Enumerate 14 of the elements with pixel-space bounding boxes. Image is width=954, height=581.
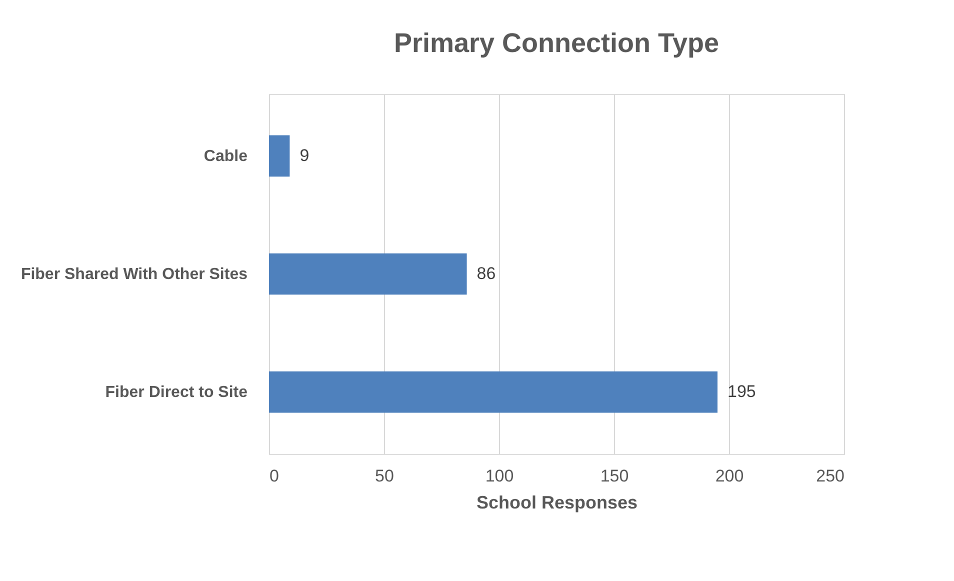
x-tick-label: 150 [600, 466, 629, 486]
x-tick-label: 50 [375, 466, 394, 486]
x-tick-label: 250 [816, 466, 844, 486]
x-tick-label: 100 [485, 466, 514, 486]
x-tick-label: 200 [715, 466, 744, 486]
y-tick-label: Fiber Shared With Other Sites [20, 266, 248, 283]
chart-title: Primary Connection Type [394, 28, 720, 58]
data-label: 86 [476, 264, 496, 283]
data-label: 195 [728, 382, 756, 402]
y-tick-label: Cable [204, 148, 248, 165]
data-label: 9 [300, 146, 310, 165]
x-tick-label: 0 [270, 466, 279, 486]
x-axis-title: School Responses [476, 492, 638, 512]
y-tick-label: Fiber Direct to Site [105, 384, 248, 402]
